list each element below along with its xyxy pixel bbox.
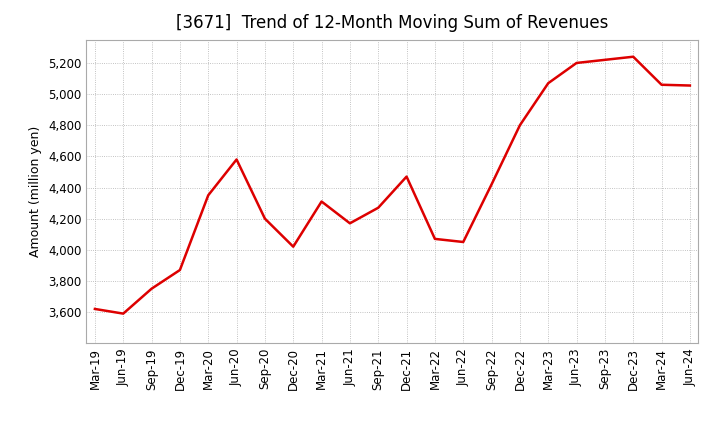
Y-axis label: Amount (million yen): Amount (million yen) [30, 126, 42, 257]
Title: [3671]  Trend of 12-Month Moving Sum of Revenues: [3671] Trend of 12-Month Moving Sum of R… [176, 15, 608, 33]
